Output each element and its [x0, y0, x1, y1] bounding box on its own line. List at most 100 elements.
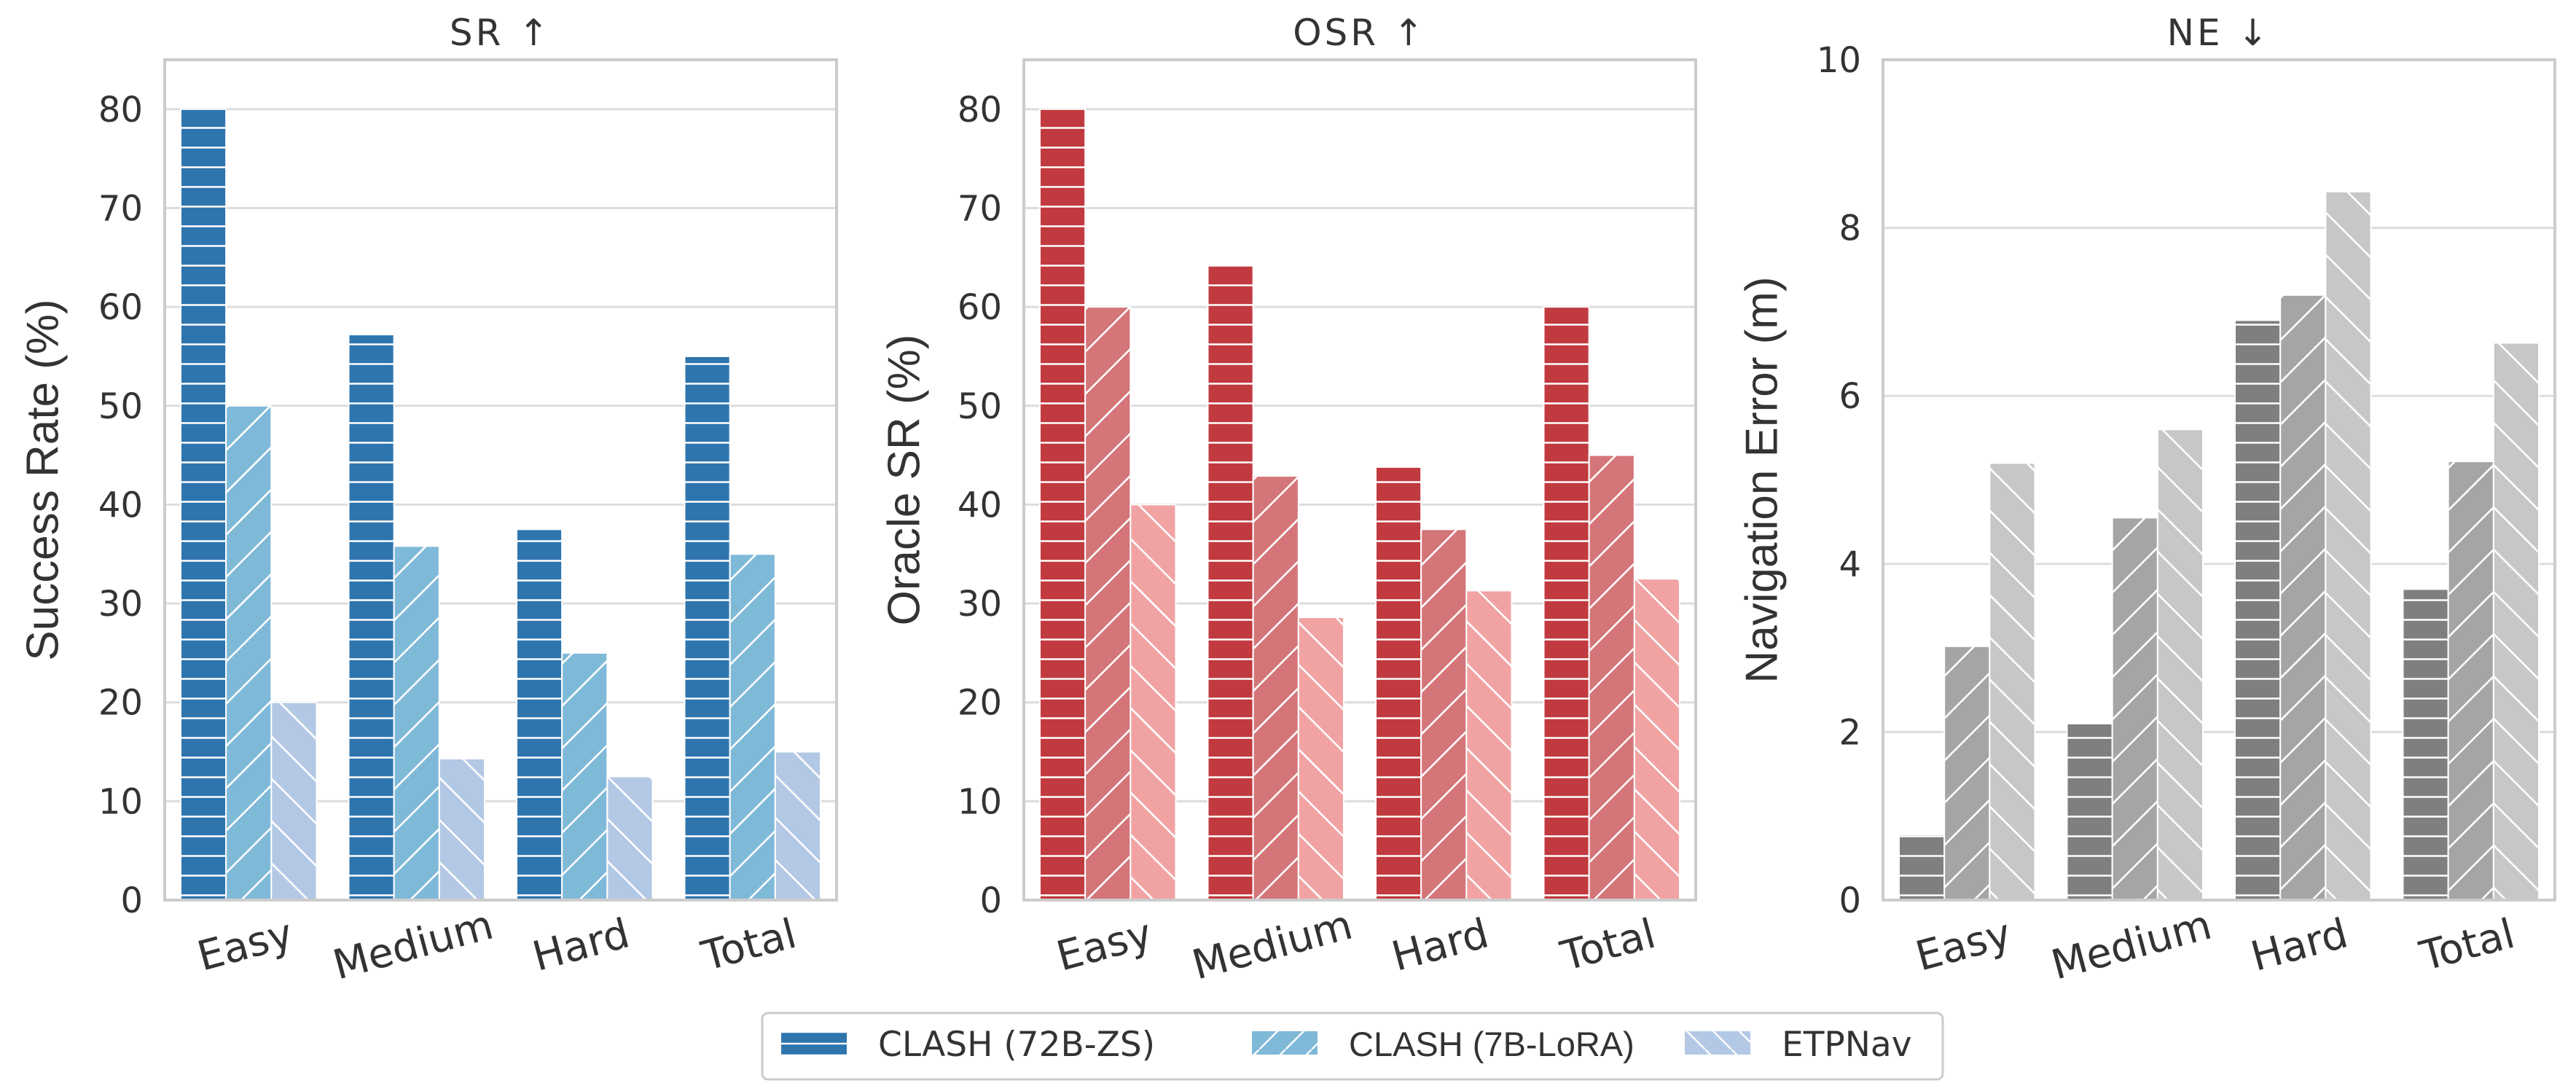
osr-bar-clash-7b-lora-medium [1252, 475, 1299, 901]
ne-panel: 0 2 4 6 8 10 Easy Medium Hard Total NE ↓ Navigat… [1737, 12, 2556, 990]
osr-xtick-label-total: Total [1555, 910, 1660, 981]
sr-xtick-label-total: Total [696, 910, 801, 981]
ne-xtick-label-hard: Hard [2246, 910, 2352, 980]
osr-bar-clash-72b-zs-medium [1207, 263, 1254, 901]
osr-panel: 0 10 20 30 40 50 60 70 80 Easy Medium Hard Total OS… [880, 12, 1697, 990]
sr-bar-clash-7b-lora-total [729, 553, 776, 901]
legend-entry-clash-7b-lora: CLASH (7B-LoRA) [1252, 1025, 1635, 1063]
legend-label-etpnav: ETPNav [1782, 1025, 1912, 1065]
sr-panel: 0 10 20 30 40 50 60 70 80 Easy Medium Hard Total SR… [18, 12, 838, 990]
sr-bar-etpnav-medium [438, 758, 485, 901]
sr-bar-etpnav-easy [270, 701, 318, 901]
legend-swatch-clash-7b-lora [1252, 1031, 1318, 1055]
osr-ytick-label: 10 [958, 781, 1002, 822]
ne-ytick-label: 6 [1839, 376, 1861, 417]
sr-ytick-label: 40 [98, 485, 143, 525]
legend-swatch-clash-72b-zs [781, 1031, 847, 1055]
legend: CLASH (72B-ZS) CLASH (7B-LoRA) ETPNav [761, 1012, 1944, 1081]
sr-axes-frame [163, 58, 838, 902]
osr-ytick-label: 70 [958, 188, 1002, 229]
legend-label-clash-72b-zs: CLASH (72B-ZS) [878, 1025, 1155, 1065]
osr-bar-clash-7b-lora-hard [1420, 528, 1468, 902]
osr-bar-clash-7b-lora-easy [1084, 306, 1132, 901]
ne-bars [1898, 191, 2540, 902]
ne-bar-etpnav-total [2492, 342, 2540, 902]
ne-ytick-label: 4 [1839, 544, 1861, 585]
osr-bar-etpnav-easy [1130, 504, 1177, 901]
osr-ytick-label: 20 [958, 683, 1002, 724]
sr-ytick-label: 30 [98, 584, 143, 625]
osr-ytick-label: 50 [958, 386, 1002, 427]
sr-ytick-label: 10 [98, 781, 143, 822]
sr-ytick-label: 20 [98, 683, 143, 724]
legend-box [761, 1012, 1944, 1081]
sr-ytick-label: 60 [98, 287, 143, 328]
ne-xtick-label-total: Total [2414, 910, 2519, 981]
legend-entry-etpnav: ETPNav [1685, 1025, 1912, 1065]
sr-bar-clash-7b-lora-medium [393, 545, 440, 902]
osr-ytick-label: 0 [979, 880, 1002, 921]
osr-bar-etpnav-hard [1465, 590, 1513, 901]
sr-bar-etpnav-total [774, 751, 822, 901]
sr-xtick-label-medium: Medium [328, 902, 498, 990]
ne-bar-clash-7b-lora-easy [1943, 645, 1991, 901]
osr-bar-clash-72b-zs-hard [1375, 466, 1422, 901]
sr-bar-clash-7b-lora-hard [561, 652, 608, 901]
osr-xtick-label-medium: Medium [1187, 902, 1357, 990]
ne-xtick-label-medium: Medium [2046, 902, 2216, 990]
osr-title: OSR ↑ [1293, 12, 1427, 54]
osr-xtick-label-easy: Easy [1052, 910, 1156, 981]
sr-bar-clash-72b-zs-total [684, 355, 731, 901]
osr-ytick-label: 80 [958, 90, 1002, 130]
sr-ytick-label: 80 [98, 90, 143, 130]
legend-entry-clash-72b-zs: CLASH (72B-ZS) [781, 1025, 1155, 1065]
sr-ytick-label: 70 [98, 188, 143, 229]
sr-ytick-label: 0 [120, 880, 143, 921]
osr-ytick-label: 60 [958, 287, 1002, 328]
ne-bar-clash-72b-zs-easy [1898, 834, 1946, 902]
ne-ytick-label: 2 [1839, 712, 1861, 753]
ne-ytick-labels: 0 2 4 6 8 10 [1817, 40, 1861, 921]
osr-bar-etpnav-medium [1297, 617, 1345, 902]
sr-bar-clash-72b-zs-hard [516, 528, 563, 902]
sr-ytick-label: 50 [98, 386, 143, 427]
osr-ylabel: Oracle SR (%) [880, 335, 930, 626]
ne-xtick-label-easy: Easy [1911, 910, 2016, 981]
sr-bar-clash-72b-zs-easy [180, 108, 227, 902]
sr-bars [180, 108, 822, 902]
osr-ytick-labels: 0 10 20 30 40 50 60 70 80 [958, 90, 1002, 921]
osr-ytick-label: 40 [958, 485, 1002, 525]
ne-bar-clash-72b-zs-hard [2234, 319, 2282, 901]
osr-axes-frame [1022, 58, 1697, 902]
sr-bar-clash-7b-lora-easy [225, 404, 273, 901]
ne-bar-clash-7b-lora-hard [2279, 294, 2327, 901]
osr-bar-etpnav-total [1633, 578, 1680, 901]
ne-ytick-label: 8 [1839, 208, 1861, 249]
ne-bar-etpnav-easy [1989, 462, 2036, 901]
ne-bar-clash-72b-zs-total [2402, 588, 2449, 901]
ne-axes-frame [1882, 58, 2556, 902]
ne-ylabel: Navigation Error (m) [1737, 276, 1788, 683]
sr-ylabel: Success Rate (%) [18, 299, 68, 660]
sr-bar-etpnav-hard [606, 775, 654, 901]
ne-ytick-label: 0 [1839, 880, 1861, 921]
osr-bar-clash-72b-zs-easy [1039, 108, 1087, 902]
legend-label-clash-7b-lora: CLASH (7B-LoRA) [1349, 1025, 1635, 1063]
sr-title: SR ↑ [450, 12, 552, 54]
osr-bar-clash-7b-lora-total [1588, 454, 1635, 901]
sr-xtick-label-easy: Easy [192, 910, 297, 981]
ne-bar-etpnav-hard [2325, 191, 2372, 901]
sr-xtick-label-hard: Hard [528, 910, 634, 980]
ne-bar-etpnav-medium [2156, 429, 2204, 901]
sr-xtick-labels: Easy Medium Hard Total [192, 902, 801, 990]
ne-bar-clash-72b-zs-medium [2066, 722, 2113, 901]
osr-xtick-label-hard: Hard [1387, 910, 1493, 980]
osr-xtick-labels: Easy Medium Hard Total [1052, 902, 1660, 990]
legend-swatch-etpnav [1685, 1031, 1750, 1055]
ne-bar-clash-7b-lora-total [2447, 461, 2494, 901]
sr-bar-clash-72b-zs-medium [348, 334, 395, 901]
sr-ytick-labels: 0 10 20 30 40 50 60 70 80 [98, 90, 143, 921]
ne-bar-clash-7b-lora-medium [2111, 517, 2158, 901]
